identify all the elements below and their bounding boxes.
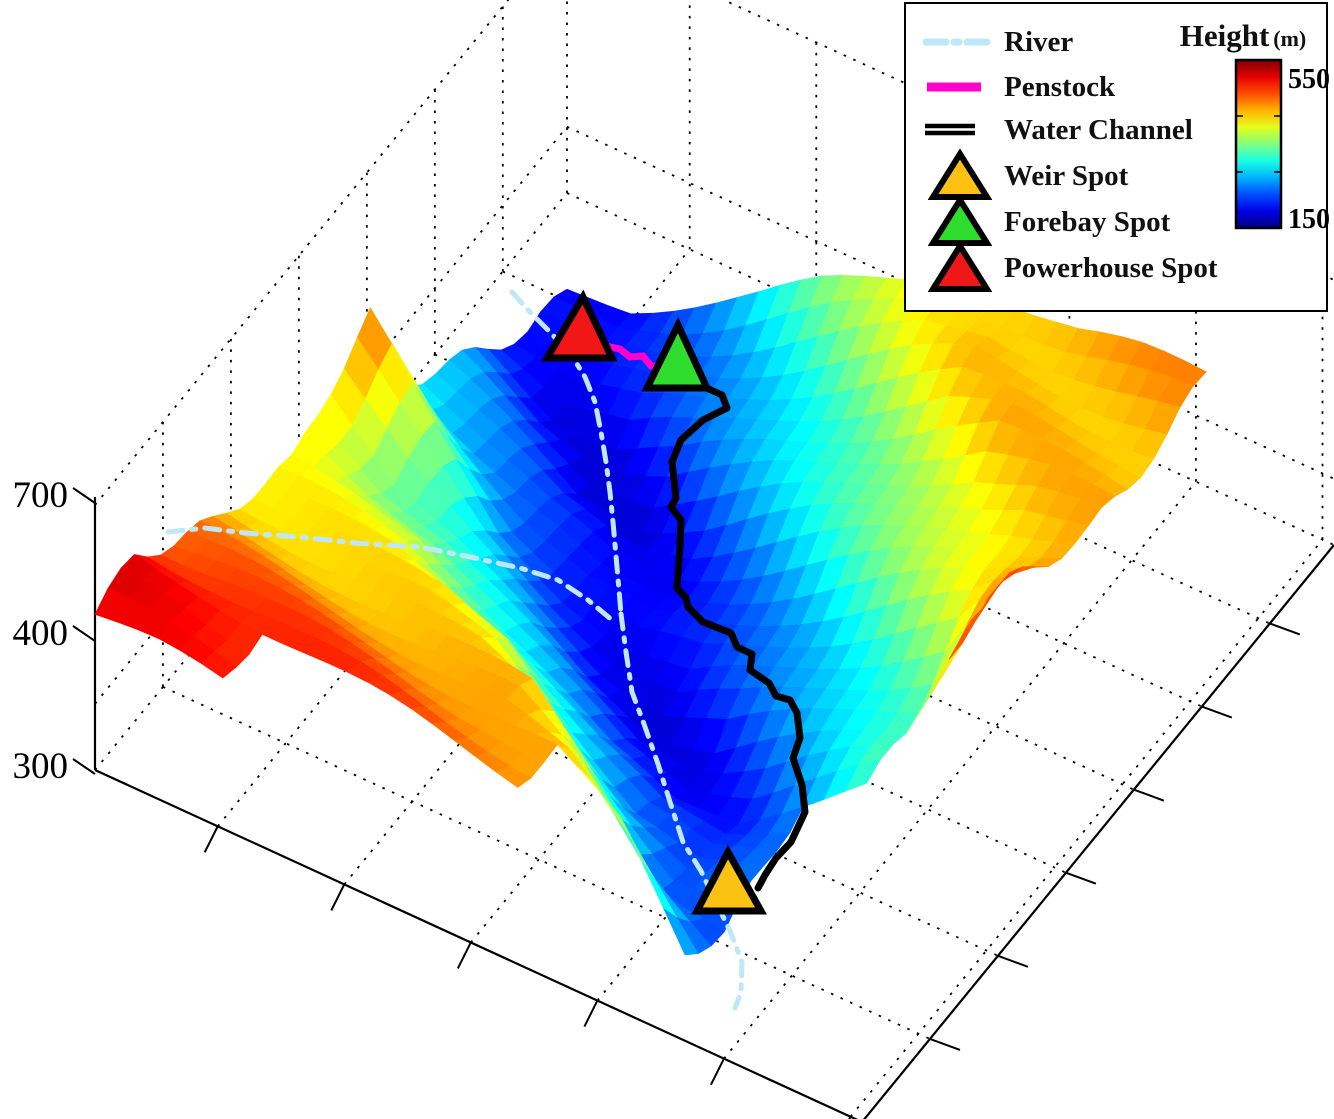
penstock-line-icon <box>920 79 1000 95</box>
legend-label-powerhouse: Powerhouse Spot <box>1004 251 1218 284</box>
axis-lines <box>72 487 1334 1119</box>
water-channel-path <box>667 381 809 892</box>
river-line-icon <box>920 34 1000 50</box>
colorbar-max-label: 550 <box>1288 64 1330 95</box>
legend-label-water-channel: Water Channel <box>1004 113 1193 146</box>
colorbar-title: Height (m) <box>1179 18 1307 53</box>
legend-item-river: River <box>920 16 1073 68</box>
legend-item-powerhouse: Powerhouse Spot <box>920 240 1218 296</box>
z-tick-label-300: 300 <box>12 746 69 787</box>
colorbar <box>1234 58 1283 230</box>
colorbar-min-label: 150 <box>1288 204 1330 235</box>
z-tick-label-400: 400 <box>12 613 69 654</box>
z-tick-label-700: 700 <box>12 475 69 516</box>
legend-item-forebay: Forebay Spot <box>920 194 1171 248</box>
legend-label-forebay: Forebay Spot <box>1004 205 1171 238</box>
river-path <box>165 289 745 1011</box>
powerhouse-triangle-icon <box>920 240 1000 296</box>
water-channel-line-icon <box>920 121 1000 139</box>
legend-label-weir: Weir Spot <box>1004 159 1129 192</box>
legend-label-penstock: Penstock <box>1004 70 1116 103</box>
marker-triangles <box>540 289 767 915</box>
terrain-surface <box>94 275 1207 956</box>
legend-label-river: River <box>1004 25 1074 58</box>
legend-item-penstock: Penstock <box>920 61 1115 113</box>
legend-item-weir: Weir Spot <box>920 148 1129 202</box>
legend-item-water-channel: Water Channel <box>920 104 1193 156</box>
legend-box: River Penstock Water Channel Weir Spot <box>904 2 1330 312</box>
